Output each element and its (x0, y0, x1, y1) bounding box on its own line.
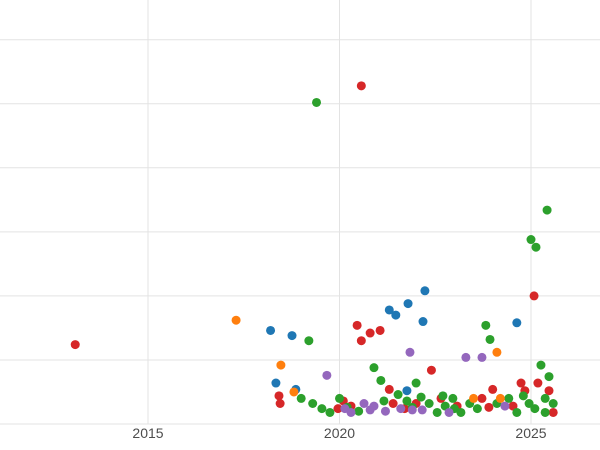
data-point-orange (289, 387, 299, 397)
data-point-green (530, 404, 540, 414)
data-point-purple (405, 347, 415, 357)
data-point-red (365, 328, 375, 338)
data-point-purple (500, 401, 510, 411)
data-point-green (354, 406, 364, 416)
data-point-green (481, 320, 491, 330)
data-point-purple (444, 407, 454, 417)
data-point-blue (403, 299, 413, 309)
data-point-red (333, 404, 343, 414)
data-point-green (411, 378, 421, 388)
data-point-green (376, 375, 386, 385)
data-point-red (544, 386, 554, 396)
data-point-red (529, 291, 539, 301)
data-point-red (426, 365, 436, 375)
data-point-purple (417, 405, 427, 415)
data-point-purple (396, 404, 406, 414)
data-point-green (432, 407, 442, 417)
data-point-green (424, 399, 434, 409)
data-point-blue (287, 331, 297, 341)
data-point-green (393, 390, 403, 400)
data-point-green (512, 407, 522, 417)
data-point-purple (346, 407, 356, 417)
data-point-red (516, 378, 526, 388)
data-point-purple (380, 406, 390, 416)
data-point-red (356, 336, 366, 346)
data-point-green (402, 396, 412, 406)
data-point-green (416, 392, 426, 402)
data-point-purple (369, 401, 379, 411)
data-point-red (356, 81, 366, 91)
data-point-red (484, 402, 494, 412)
data-point-green (504, 393, 514, 403)
data-point-blue (418, 317, 428, 327)
data-point-green (312, 97, 322, 107)
data-point-orange (469, 393, 479, 403)
data-point-red (548, 407, 558, 417)
data-point-green (544, 372, 554, 382)
data-point-green (485, 334, 495, 344)
data-point-green (296, 393, 306, 403)
data-point-green (335, 393, 344, 403)
data-point-purple (407, 405, 417, 415)
data-point-blue (420, 286, 430, 296)
data-point-red (70, 340, 80, 350)
data-point-red (488, 384, 498, 394)
data-point-green (369, 363, 379, 373)
data-point-green (524, 399, 534, 409)
data-point-red (477, 393, 487, 403)
data-point-green (536, 360, 546, 370)
x-tick-label: 2025 (515, 425, 546, 441)
data-point-green (308, 399, 318, 409)
data-point-red (352, 320, 362, 330)
data-point-blue (384, 305, 394, 315)
data-point-red (384, 384, 394, 394)
data-point-red (375, 325, 385, 335)
data-point-green (548, 399, 558, 409)
data-point-green (518, 391, 528, 401)
data-point-purple (477, 352, 487, 362)
x-tick-label: 2020 (324, 425, 355, 441)
data-point-blue (266, 325, 276, 335)
data-point-orange (276, 360, 286, 370)
data-point-orange (492, 347, 502, 357)
data-point-green (448, 393, 458, 403)
data-point-blue (402, 386, 412, 396)
data-point-red (533, 378, 543, 388)
data-point-green (531, 242, 541, 252)
data-point-purple (461, 352, 471, 362)
data-point-blue (391, 310, 401, 320)
data-point-blue (512, 318, 522, 328)
data-point-blue (271, 378, 281, 388)
data-point-purple (359, 399, 369, 409)
data-point-green (456, 407, 466, 417)
data-point-orange (495, 393, 505, 403)
data-point-green (526, 235, 536, 245)
data-point-red (275, 399, 285, 409)
data-point-purple (322, 370, 332, 380)
x-tick-label: 2015 (132, 425, 163, 441)
data-point-green (472, 404, 482, 414)
data-point-orange (231, 315, 241, 325)
data-point-green (379, 396, 389, 406)
data-point-green (317, 404, 327, 414)
data-point-green (542, 205, 552, 215)
data-point-green (540, 407, 550, 417)
data-point-green (438, 391, 448, 401)
data-point-red (274, 391, 284, 401)
data-point-green (304, 336, 314, 346)
data-point-green (540, 393, 550, 403)
data-point-green (325, 407, 335, 417)
data-point-red (388, 399, 398, 409)
